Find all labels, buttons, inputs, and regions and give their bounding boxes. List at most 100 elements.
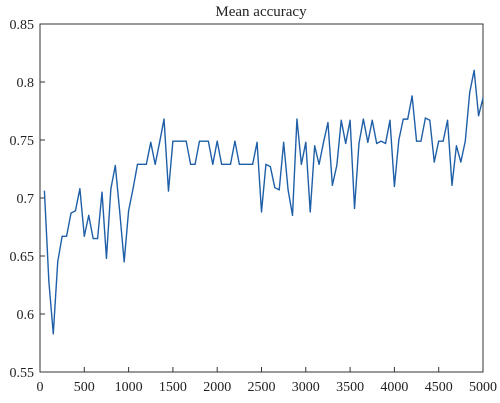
x-tick-label: 1500 xyxy=(159,380,187,395)
data-point xyxy=(123,261,125,263)
data-point xyxy=(212,163,214,165)
data-point xyxy=(402,118,404,120)
data-point xyxy=(477,115,480,117)
data-point xyxy=(190,163,192,165)
data-point xyxy=(269,166,271,168)
data-point xyxy=(194,163,196,165)
data-point xyxy=(154,163,156,165)
data-point xyxy=(376,142,378,145)
data-point xyxy=(132,188,134,190)
data-point xyxy=(176,140,178,142)
data-point xyxy=(225,163,227,165)
data-point xyxy=(384,142,387,145)
data-point xyxy=(96,238,99,240)
data-point xyxy=(451,184,453,186)
x-tick-label: 3000 xyxy=(292,380,320,395)
data-point xyxy=(446,119,449,121)
y-tick-label: 0.7 xyxy=(17,192,35,207)
x-tick-label: 4500 xyxy=(425,380,453,395)
data-point xyxy=(433,161,435,163)
data-point xyxy=(455,145,458,147)
data-point xyxy=(309,211,311,213)
data-point xyxy=(300,163,302,165)
data-point xyxy=(128,210,130,212)
data-point xyxy=(105,257,108,259)
data-point xyxy=(247,163,249,165)
data-point xyxy=(349,119,351,121)
data-point xyxy=(48,280,50,283)
y-tick-label: 0.6 xyxy=(17,308,35,323)
data-point xyxy=(362,118,364,120)
data-point xyxy=(274,186,276,189)
data-point xyxy=(380,140,382,142)
data-point xyxy=(163,118,165,120)
x-tick-label: 0 xyxy=(37,380,44,395)
data-point xyxy=(460,161,462,163)
data-point xyxy=(243,163,245,165)
data-point xyxy=(464,140,466,142)
data-point xyxy=(159,141,161,143)
data-point xyxy=(207,140,209,142)
data-point xyxy=(345,142,347,145)
x-tick-label: 5000 xyxy=(469,380,497,395)
data-point xyxy=(305,141,307,143)
data-point xyxy=(314,145,316,147)
data-point xyxy=(367,141,369,143)
data-point xyxy=(181,140,183,142)
data-point xyxy=(291,214,294,216)
x-axis: 0 500 1000 1500 2000 2500 3000 3500 4000 4500 5000 xyxy=(37,367,497,395)
data-point xyxy=(234,140,236,142)
data-point xyxy=(136,163,139,165)
data-point xyxy=(79,188,81,190)
data-point xyxy=(252,163,254,165)
data-point xyxy=(429,119,431,121)
y-tick-label: 0.65 xyxy=(10,250,35,265)
data-point xyxy=(216,140,218,142)
data-point xyxy=(203,140,205,142)
data-point xyxy=(101,191,103,193)
data-point xyxy=(110,188,112,190)
data-point xyxy=(145,163,147,165)
data-point xyxy=(358,142,360,145)
data-point xyxy=(265,163,267,165)
data-point xyxy=(331,184,333,186)
y-tick-label: 0.75 xyxy=(10,134,35,149)
data-point xyxy=(52,333,54,335)
data-point xyxy=(469,91,471,94)
data-point xyxy=(353,207,356,210)
data-point xyxy=(389,119,391,121)
data-point xyxy=(340,119,342,121)
x-tick-label: 500 xyxy=(74,380,95,395)
data-point xyxy=(229,163,232,165)
data-point xyxy=(482,97,484,99)
data-point xyxy=(92,238,94,240)
series-group xyxy=(43,69,484,335)
data-point xyxy=(327,122,329,124)
y-tick-label: 0.55 xyxy=(10,366,35,381)
data-point xyxy=(74,210,77,212)
x-tick-label: 3500 xyxy=(336,380,364,395)
data-point xyxy=(119,211,121,213)
x-tick-label: 1000 xyxy=(115,380,143,395)
data-point xyxy=(70,212,72,214)
y-tick-label: 0.8 xyxy=(17,76,35,91)
data-point xyxy=(287,189,289,191)
data-point xyxy=(442,140,444,142)
data-point xyxy=(393,185,395,187)
data-point xyxy=(415,140,418,142)
data-point xyxy=(318,163,320,165)
chart-title: Mean accuracy xyxy=(215,4,307,20)
data-point xyxy=(141,163,143,165)
data-point xyxy=(114,164,116,167)
x-tick-label: 2000 xyxy=(203,380,231,395)
data-point xyxy=(83,235,85,237)
data-point xyxy=(256,141,258,143)
data-point xyxy=(371,119,373,121)
data-point xyxy=(411,95,413,97)
x-tick-label: 4000 xyxy=(380,380,408,395)
data-point xyxy=(172,140,174,142)
data-point xyxy=(283,141,285,143)
data-point xyxy=(61,235,63,237)
data-point xyxy=(43,190,46,192)
